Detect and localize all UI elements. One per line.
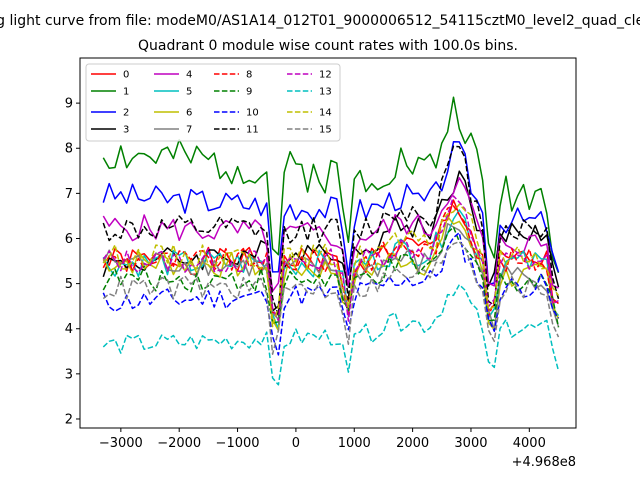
series-line-15 (102, 241, 560, 355)
y-tick-label: 7 (65, 187, 73, 202)
legend-label-2: 2 (123, 108, 129, 119)
legend-label-4: 4 (186, 70, 192, 81)
y-tick-label: 3 (65, 367, 73, 382)
series-line-12 (102, 195, 559, 322)
x-tick-label: 3000 (454, 436, 487, 451)
legend-label-3: 3 (123, 125, 129, 136)
x-tick-label: −3000 (99, 436, 143, 451)
x-tick-label: 1000 (338, 436, 371, 451)
legend-label-7: 7 (186, 125, 192, 136)
legend-label-6: 6 (186, 108, 192, 119)
legend-label-0: 0 (123, 70, 129, 81)
series-line-11 (102, 145, 560, 317)
legend-label-14: 14 (319, 108, 332, 119)
x-tick-label: 2000 (396, 436, 429, 451)
y-tick-label: 4 (65, 322, 73, 337)
plot-title: Quadrant 0 module wise count rates with … (138, 38, 518, 54)
legend-label-12: 12 (319, 70, 332, 81)
series-line-7 (102, 223, 560, 331)
x-axis-offset-label: +4.968e8 (512, 455, 576, 470)
legend-label-9: 9 (246, 87, 252, 98)
y-tick-label: 8 (65, 142, 73, 157)
x-tick-label: 0 (292, 436, 300, 451)
figure-suptitle: Plotting light curve from file: modeM0/A… (0, 13, 640, 29)
legend-label-8: 8 (246, 70, 252, 81)
legend-label-13: 13 (319, 87, 332, 98)
series-layer (102, 96, 560, 386)
legend-box (85, 63, 341, 142)
legend-label-11: 11 (246, 125, 259, 136)
series-line-14 (102, 203, 560, 328)
y-tick-label: 9 (65, 97, 73, 112)
legend-label-1: 1 (123, 87, 129, 98)
y-axis: 2 3 4 5 6 7 8 9 (65, 97, 80, 427)
x-axis: −3000 −2000 −1000 0 1000 2000 3000 4000 (99, 428, 546, 451)
series-line-4 (102, 177, 559, 292)
legend-label-5: 5 (186, 87, 192, 98)
plot-frame (79, 57, 577, 429)
y-tick-label: 5 (65, 277, 73, 292)
series-line-10 (102, 231, 560, 356)
y-tick-label: 2 (65, 412, 73, 427)
y-tick-label: 6 (65, 232, 73, 247)
series-line-2 (102, 141, 560, 285)
legend-label-15: 15 (319, 125, 332, 136)
legend-label-10: 10 (246, 108, 259, 119)
x-tick-label: 4000 (513, 436, 546, 451)
series-line-13 (102, 283, 560, 386)
x-tick-label: −1000 (216, 436, 260, 451)
x-tick-label: −2000 (157, 436, 201, 451)
series-line-9 (102, 226, 560, 328)
series-line-3 (102, 170, 560, 312)
